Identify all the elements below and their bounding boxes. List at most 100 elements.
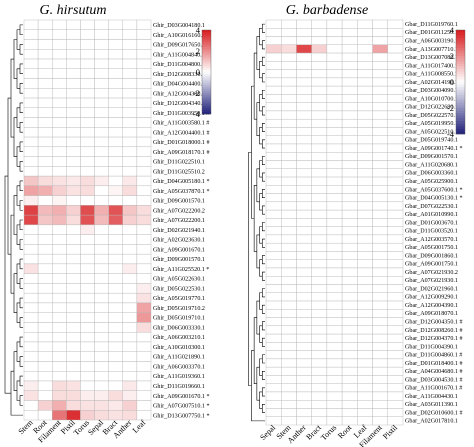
row-label-17: Ghir_A05G037870.1 * xyxy=(153,189,210,195)
heatmap-cell-stem-row-41 xyxy=(281,358,297,368)
heatmap-cell-root-row-0 xyxy=(37,19,53,30)
row-label-18: Gbar_D06G003360.1 xyxy=(405,171,458,177)
heatmap-cell-bract-row-27 xyxy=(311,242,328,252)
row-label-36: Ghir_A11G019360.1 xyxy=(153,374,205,380)
row-label-11: Gbar_D05G022570.1 xyxy=(405,113,458,119)
heatmap-cell-torus-row-36 xyxy=(80,371,95,382)
heatmap-cell-leaf-row-22 xyxy=(357,201,373,211)
dendrogram-branch xyxy=(253,317,257,384)
color-scale-segment xyxy=(202,107,211,111)
dendrogram-branch xyxy=(19,44,23,55)
column-labels: StemRootFilamentPistilTorusSepalBractAnt… xyxy=(17,418,148,445)
heatmap-cell-anther-row-6 xyxy=(122,78,138,89)
heatmap-cell-bract-row-21 xyxy=(108,224,123,235)
heatmap-cell-filament-row-34 xyxy=(372,300,388,310)
heatmap-cell-stem-row-9 xyxy=(281,94,297,103)
heatmap-cell-leaf-row-15 xyxy=(357,143,373,153)
heatmap-cell-pistil-row-25 xyxy=(387,226,404,236)
heatmap-cell-bract-row-8 xyxy=(108,97,123,109)
heatmap-cell-root-row-24 xyxy=(37,253,53,265)
dendrogram-branch xyxy=(261,404,265,413)
dendrogram-branch xyxy=(19,180,23,192)
heatmap-cell-anther-row-17 xyxy=(296,160,312,169)
heatmap-cell-stem-row-15 xyxy=(281,143,297,153)
row-label-9: Ghir_D11G003950.1 # xyxy=(153,111,209,117)
heatmap-cell-torus-row-40 xyxy=(326,350,343,360)
row-label-40: Ghir_D13G007750.1 * xyxy=(153,413,210,419)
heatmap-cell-torus-row-16 xyxy=(80,175,95,187)
heatmap-cell-bract-row-25 xyxy=(108,263,123,274)
heatmap-cell-torus-row-14 xyxy=(80,156,95,167)
heatmap-cell-sepal-row-10 xyxy=(94,117,109,128)
heatmap-cell-anther-row-40 xyxy=(296,350,312,360)
heatmap-cell-bract-row-32 xyxy=(311,284,328,293)
row-label-12: Ghir_D01G018000.1 # xyxy=(153,140,210,146)
heatmap-cell-leaf-row-21 xyxy=(136,224,152,235)
heatmap-cell-anther-row-13 xyxy=(296,127,312,136)
row-label-6: Ghir_D04G004400.1 # xyxy=(153,82,210,88)
color-scale-segment xyxy=(456,128,465,132)
row-label-21: Ghir_D02G021940.1 xyxy=(153,228,205,234)
heatmap-cell-leaf-row-48 xyxy=(357,416,373,426)
heatmap-cell-stem-row-18 xyxy=(281,168,297,178)
heatmap-cell-bract-row-32 xyxy=(108,332,123,343)
color-scale-tick-label: 2 xyxy=(450,51,454,61)
heatmap-cell-anther-row-4 xyxy=(296,52,312,62)
dendrogram-branch xyxy=(19,63,23,74)
heatmap-cell-bract-row-36 xyxy=(108,371,123,382)
heatmap-cell-leaf-row-15 xyxy=(136,166,152,177)
heatmap-cell-pistil-row-30 xyxy=(387,267,404,277)
heatmap-cell-stem-row-0 xyxy=(23,19,39,30)
heatmap-cell-stem-row-5 xyxy=(23,68,39,79)
heatmap-cell-stem-row-18 xyxy=(23,195,39,206)
heatmap-cell-stem-row-6 xyxy=(23,78,39,89)
color-scale-segment xyxy=(202,86,211,90)
dendrogram-branch xyxy=(261,255,265,265)
color-scale-segment xyxy=(456,37,465,41)
heatmap-cell-root-row-32 xyxy=(37,332,53,343)
heatmap-cell-anther-row-23 xyxy=(122,244,138,255)
heatmap-cell-torus-row-39 xyxy=(80,400,95,411)
heatmap-cell-bract-row-33 xyxy=(311,292,328,302)
heatmap-cell-sepal-row-24 xyxy=(94,253,109,265)
heatmap-cell-bract-row-20 xyxy=(108,214,123,226)
heatmap-cell-torus-row-22 xyxy=(326,201,343,211)
heatmap-cell-bract-row-37 xyxy=(108,380,123,391)
dendrogram-branch xyxy=(19,297,23,309)
heatmap-cell-anther-row-36 xyxy=(122,371,138,382)
heatmap-cell-leaf-row-1 xyxy=(136,29,152,40)
heatmap-cell-anther-row-8 xyxy=(122,97,138,109)
heatmap-cell-leaf-row-20 xyxy=(357,185,373,194)
heatmap-cell-bract-row-37 xyxy=(311,325,328,335)
heatmap-cell-root-row-28 xyxy=(341,251,358,260)
heatmap-cell-pistil-row-23 xyxy=(66,244,81,255)
heatmap-cell-bract-row-6 xyxy=(108,78,123,89)
column-labels: SepalStemAntherBractTorusRootLeafFilamen… xyxy=(258,423,399,447)
heatmap-cell-leaf-row-43 xyxy=(357,375,373,384)
heatmap-cell-torus-row-22 xyxy=(80,234,95,245)
heatmap-cells xyxy=(23,19,152,421)
heatmap-cell-pistil-row-2 xyxy=(66,39,81,50)
heatmap-cell-root-row-3 xyxy=(37,49,53,60)
heatmap-cell-anther-row-11 xyxy=(296,110,312,120)
heatmap-cell-stem-row-35 xyxy=(281,309,297,318)
heatmap-cell-sepal-row-40 xyxy=(94,410,109,421)
heatmap-cell-anther-row-39 xyxy=(296,342,312,351)
heatmap-cell-root-row-31 xyxy=(341,276,358,285)
heatmap-cell-filament-row-16 xyxy=(52,175,67,187)
heatmap-cell-stem-row-2 xyxy=(281,36,297,45)
heatmap-cell-torus-row-32 xyxy=(80,332,95,343)
heatmap-cell-leaf-row-9 xyxy=(136,107,152,118)
dendrogram-branch xyxy=(16,263,20,284)
heatmap-cell-anther-row-16 xyxy=(296,152,312,161)
heatmap-cell-anther-row-21 xyxy=(122,224,138,235)
heatmap-cell-bract-row-25 xyxy=(311,226,328,236)
heatmap-cell-pistil-row-36 xyxy=(66,371,81,382)
heatmap-cell-bract-row-17 xyxy=(311,160,328,169)
heatmap-cell-leaf-row-35 xyxy=(357,309,373,318)
heatmap-cell-root-row-32 xyxy=(341,284,358,293)
dendrogram-branch xyxy=(19,141,23,153)
heatmap-cell-bract-row-5 xyxy=(311,61,328,70)
dendrogram-branch xyxy=(261,387,265,397)
